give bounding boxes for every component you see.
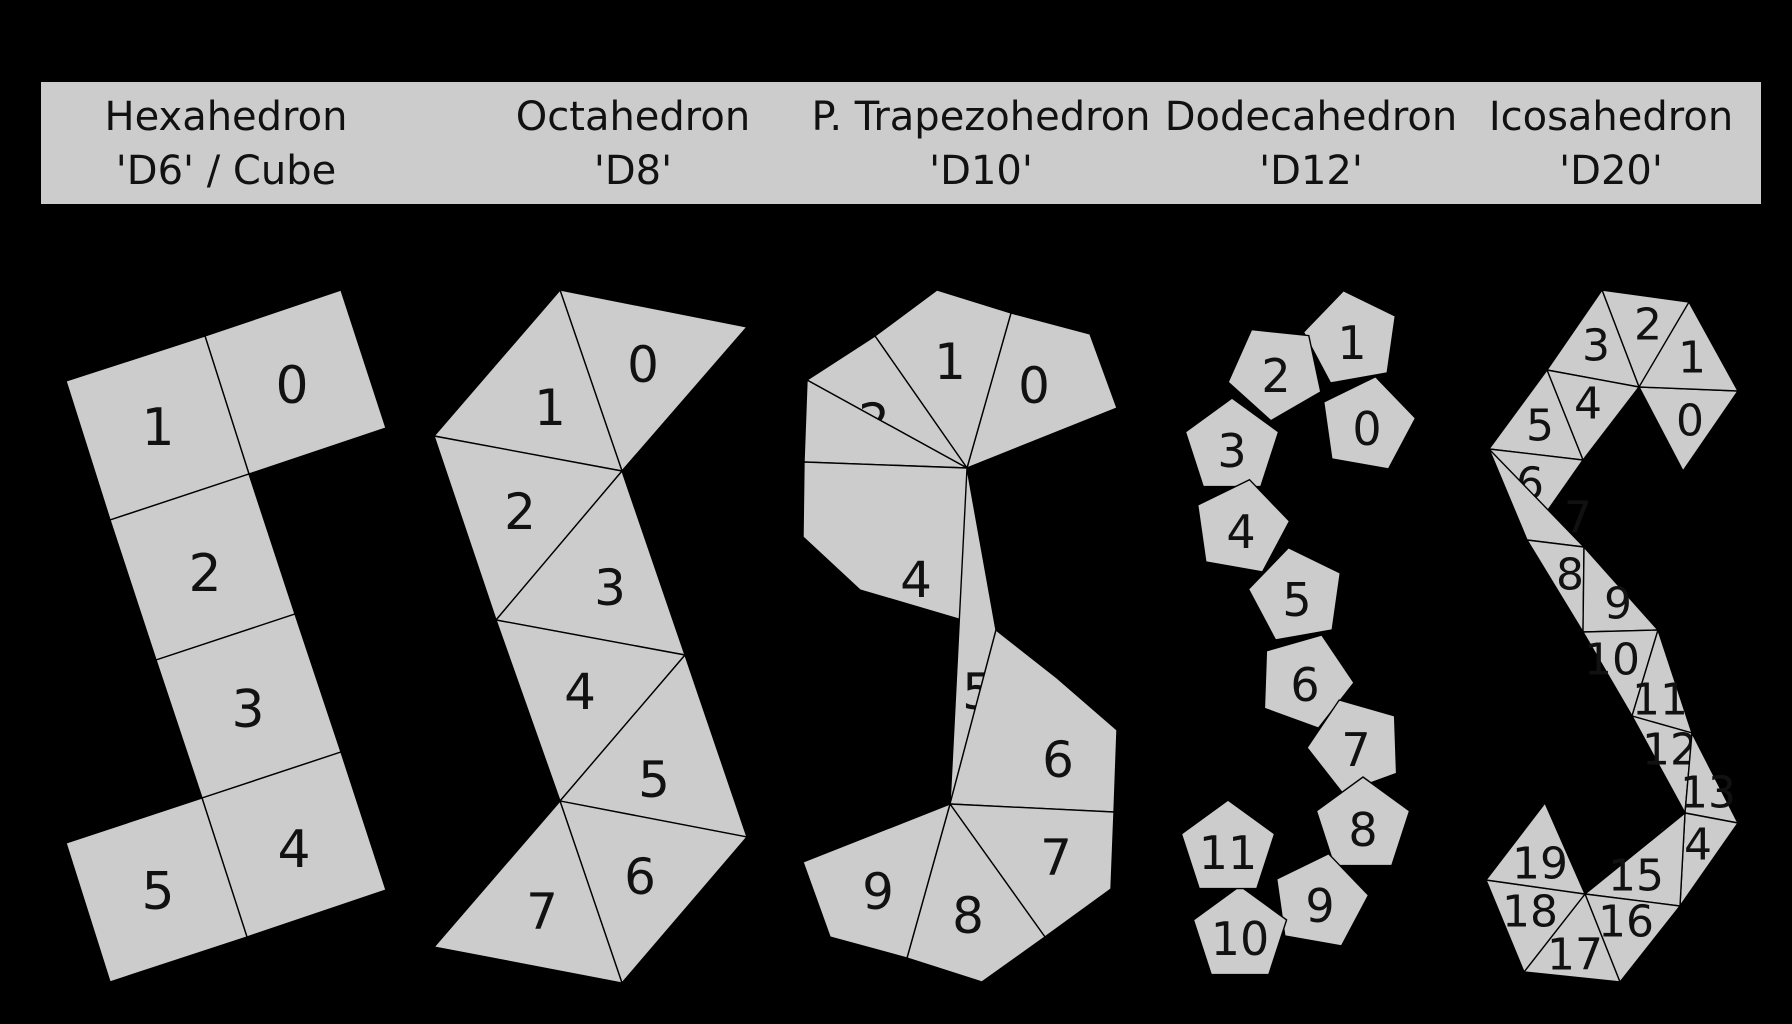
face-label: 8 [952, 887, 984, 945]
face-label: 10 [1211, 912, 1270, 966]
d6-code: 'D6' / Cube [115, 148, 337, 194]
face-label: 8 [1556, 550, 1584, 601]
face-label: 6 [1042, 731, 1074, 789]
header-d20: Icosahedron 'D20' [1461, 90, 1761, 198]
face-label: 5 [1526, 401, 1554, 452]
header-d6: Hexahedron 'D6' / Cube [41, 90, 411, 198]
face-label: 4 [1574, 379, 1602, 430]
d12-code: 'D12' [1259, 148, 1363, 194]
d12-title: Dodecahedron [1164, 94, 1458, 140]
header-d12: Dodecahedron 'D12' [1111, 90, 1511, 198]
face-label: 4 [900, 551, 932, 609]
face-label: 0 [1676, 396, 1704, 447]
face-label: 4 [564, 663, 596, 721]
face-4 [1196, 478, 1291, 573]
face-11 [1180, 799, 1276, 890]
face-label: 7 [1040, 829, 1072, 887]
face-label: 9 [1305, 879, 1334, 933]
face-label: 0 [1352, 402, 1381, 456]
face-label: 11 [1632, 675, 1688, 726]
face-label: 9 [1604, 579, 1632, 630]
face-6 [1263, 634, 1355, 729]
dodecahedron-net: 0 123 45 67 89 10 11 [1180, 289, 1417, 976]
hexahedron-net: 0 1 2 3 4 5 [65, 289, 387, 983]
face-label: 3 [1217, 424, 1246, 478]
face-8 [1315, 776, 1411, 867]
face-label: 0 [1018, 357, 1050, 415]
d8-title: Octahedron [515, 94, 751, 140]
face-label: 5 [141, 862, 174, 922]
face-label: 18 [1502, 887, 1558, 938]
face-label: 3 [231, 680, 264, 740]
face-label: 16 [1598, 897, 1654, 948]
face-label: 15 [1608, 851, 1664, 902]
face-10 [1192, 885, 1288, 976]
face-label: 0 [627, 336, 659, 394]
face-3 [1184, 397, 1280, 488]
face-label: 3 [594, 559, 626, 617]
face-label: 2 [188, 544, 221, 604]
d8-code: 'D8' [593, 148, 673, 194]
face-label: 2 [504, 483, 536, 541]
face-9 [802, 802, 952, 959]
face-label: 1 [1678, 333, 1706, 384]
d6-title: Hexahedron [104, 94, 348, 140]
face-label: 1 [1337, 316, 1366, 370]
face-2 [1227, 328, 1322, 422]
header-d8: Octahedron 'D8' [433, 90, 833, 198]
face-5 [1247, 546, 1342, 641]
face-label: 0 [275, 356, 308, 416]
face-label: 3 [1582, 321, 1610, 372]
face-label: 2 [1634, 300, 1662, 351]
face-19 [1484, 801, 1587, 895]
face-label: 5 [1282, 573, 1311, 627]
face-0 [1322, 375, 1417, 470]
face-5 [65, 797, 248, 983]
face-label: 8 [1348, 803, 1377, 857]
face-label: 7 [1341, 723, 1370, 777]
face-label: 5 [638, 751, 670, 809]
face-label: 4 [277, 820, 310, 880]
face-label: 13 [1680, 768, 1736, 819]
d20-title: Icosahedron [1488, 94, 1734, 140]
face-label: 10 [1584, 635, 1640, 686]
face-label: 4 [1226, 505, 1255, 559]
face-label: 1 [534, 379, 566, 437]
d20-code: 'D20' [1559, 148, 1663, 194]
header-d10: P. Trapezohedron 'D10' [781, 90, 1181, 198]
face-label: 19 [1512, 839, 1568, 890]
face-label: 6 [624, 848, 656, 906]
face-7 [432, 799, 624, 984]
face-label: 6 [1290, 658, 1319, 712]
face-label: 9 [862, 863, 894, 921]
d10-title: P. Trapezohedron [811, 94, 1151, 140]
face-label: 1 [141, 398, 174, 458]
face-label: 7 [526, 883, 558, 941]
face-label: 11 [1199, 826, 1258, 880]
face-9 [1275, 852, 1370, 947]
face-1 [1302, 289, 1397, 384]
header-band: Hexahedron 'D6' / Cube Octahedron 'D8' P… [41, 82, 1761, 204]
d10-code: 'D10' [929, 148, 1033, 194]
face-label: 1 [934, 333, 966, 391]
face-label: 7 [1564, 493, 1592, 544]
face-label: 2 [1261, 349, 1290, 403]
face-label: 17 [1547, 930, 1603, 981]
